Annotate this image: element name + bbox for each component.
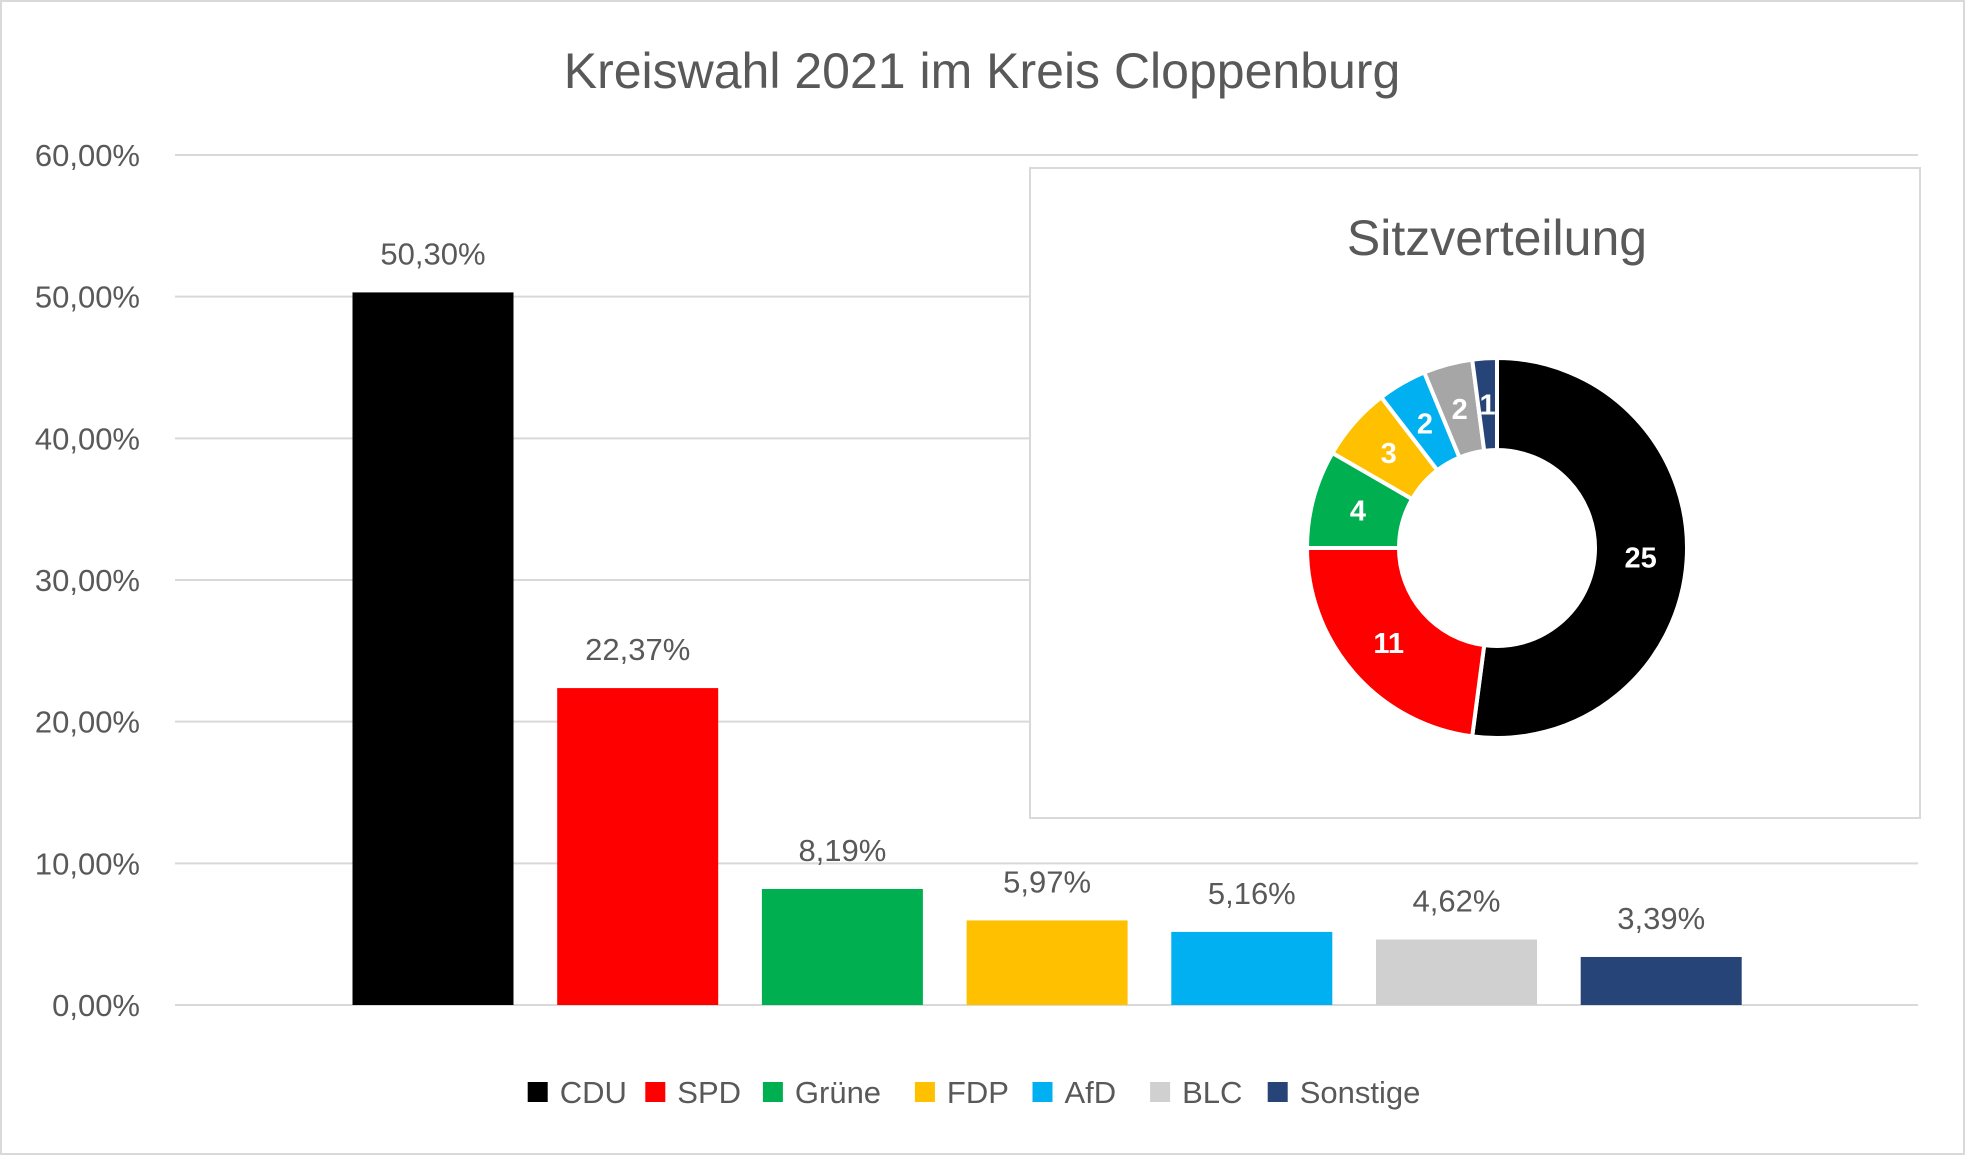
bar-data-labels: 50,30% 22,37% 8,19% 5,97% 5,16% 4,62% 3,39% bbox=[380, 236, 1705, 936]
bar-blc bbox=[1376, 939, 1537, 1005]
bar-series bbox=[352, 292, 1742, 1006]
y-tick-label: 10,00% bbox=[35, 846, 140, 881]
legend-swatch-afd bbox=[1032, 1082, 1053, 1102]
legend-swatch-blc bbox=[1150, 1082, 1171, 1102]
legend: CDU SPD Grüne FDP AfD BLC Sonstige bbox=[527, 1075, 1421, 1110]
bar-data-label: 50,30% bbox=[380, 236, 485, 271]
donut-label-sonstige: 1 bbox=[1480, 389, 1496, 421]
bar-cdu bbox=[352, 292, 514, 1006]
bar-spd bbox=[557, 688, 719, 1005]
donut-label-spd: 11 bbox=[1373, 628, 1404, 660]
donut-label-fdp: 3 bbox=[1381, 438, 1397, 470]
donut-label-gruene: 4 bbox=[1350, 496, 1366, 528]
bar-afd bbox=[1171, 931, 1333, 1005]
bar-data-label: 3,39% bbox=[1617, 901, 1705, 936]
y-tick-label: 20,00% bbox=[35, 705, 140, 740]
legend-swatch-cdu bbox=[527, 1082, 548, 1102]
y-tick-label: 50,00% bbox=[35, 280, 140, 315]
donut-label-cdu: 25 bbox=[1625, 542, 1657, 574]
legend-swatch-sonstige bbox=[1267, 1082, 1288, 1102]
legend-label-sonstige: Sonstige bbox=[1300, 1075, 1421, 1110]
y-tick-label: 40,00% bbox=[35, 421, 140, 456]
bar-sonstige bbox=[1580, 956, 1742, 1005]
donut-slice-sonstige bbox=[1469, 355, 1499, 454]
legend-label-gruene: Grüne bbox=[795, 1075, 881, 1110]
legend-swatch-spd bbox=[645, 1082, 666, 1102]
legend-label-cdu: CDU bbox=[560, 1075, 627, 1110]
donut-label-blc: 2 bbox=[1452, 394, 1468, 426]
legend-swatch-fdp bbox=[914, 1082, 935, 1102]
y-tick-label: 30,00% bbox=[35, 563, 140, 598]
donut-slice-cdu bbox=[1469, 355, 1689, 740]
legend-label-fdp: FDP bbox=[947, 1075, 1009, 1110]
legend-label-blc: BLC bbox=[1182, 1075, 1242, 1110]
y-tick-label: 0,00% bbox=[52, 988, 140, 1023]
donut-label-afd: 2 bbox=[1417, 408, 1433, 440]
legend-label-spd: SPD bbox=[677, 1075, 741, 1110]
bar-fdp bbox=[966, 920, 1128, 1005]
bar-data-label: 5,16% bbox=[1208, 876, 1296, 911]
bar-data-label: 22,37% bbox=[585, 632, 690, 667]
legend-label-afd: AfD bbox=[1065, 1075, 1117, 1110]
donut-slices bbox=[1304, 355, 1689, 740]
chart-title: Kreiswahl 2021 im Kreis Cloppenburg bbox=[564, 43, 1401, 99]
bar-gruene bbox=[761, 888, 923, 1005]
donut-slice-spd bbox=[1304, 546, 1487, 739]
bar-data-label: 8,19% bbox=[798, 833, 886, 868]
y-axis-tick-labels: 0,00% 10,00% 20,00% 30,00% 40,00% 50,00% 60,00… bbox=[35, 138, 140, 1023]
bar-data-label: 5,97% bbox=[1003, 864, 1091, 899]
bar-data-label: 4,62% bbox=[1413, 884, 1501, 919]
legend-swatch-gruene bbox=[762, 1082, 783, 1102]
y-tick-label: 60,00% bbox=[35, 138, 140, 173]
inset-title: Sitzverteilung bbox=[1347, 210, 1647, 266]
